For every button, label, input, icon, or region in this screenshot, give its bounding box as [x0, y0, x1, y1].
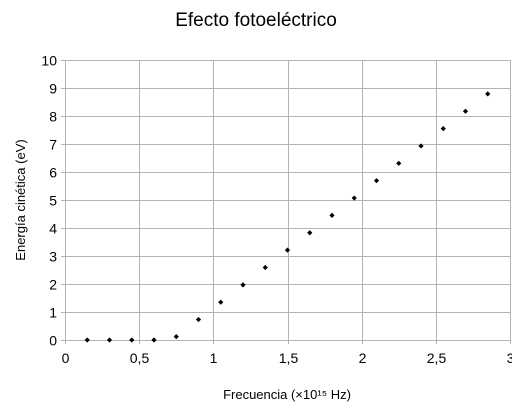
- y-tick-label: 5: [49, 193, 57, 209]
- data-point: [129, 337, 135, 343]
- chart-title: Efecto fotoeléctrico: [175, 10, 337, 31]
- data-point: [396, 160, 402, 166]
- grid: [65, 60, 511, 341]
- y-tick-label: 1: [49, 305, 57, 321]
- data-point: [151, 337, 157, 343]
- axes: [61, 60, 511, 344]
- y-tick-label: 0: [49, 333, 57, 349]
- data-point: [262, 264, 268, 271]
- y-tick-label: 2: [49, 277, 57, 293]
- data-point: [329, 212, 335, 218]
- y-tick-label: 7: [49, 137, 57, 153]
- data-point: [351, 195, 357, 201]
- data-point: [284, 247, 291, 253]
- data-point: [240, 282, 246, 288]
- data-point: [173, 334, 179, 340]
- y-tick-label: 4: [49, 221, 57, 237]
- data-point: [373, 178, 380, 184]
- data-point: [307, 230, 313, 236]
- data-point: [418, 143, 424, 149]
- x-tick-label: 1,5: [279, 350, 299, 366]
- y-axis-label: Energía cinética (eV): [13, 139, 28, 260]
- x-tick-label: 3: [507, 350, 512, 366]
- data-point: [485, 91, 491, 97]
- data-points: [84, 91, 491, 343]
- data-point: [440, 126, 446, 132]
- data-point: [462, 108, 469, 114]
- data-point: [195, 316, 202, 323]
- data-point: [84, 337, 90, 343]
- tick-labels: 0 1 2 3 4 5 6 7 8 9 10 0 0,5 1 1,5 2 2,5 3: [41, 53, 512, 367]
- data-point: [106, 337, 113, 343]
- x-tick-label: 0: [62, 350, 70, 366]
- data-point: [218, 299, 224, 305]
- y-tick-label: 9: [49, 81, 57, 97]
- x-tick-label: 0,5: [130, 350, 150, 366]
- y-tick-label: 8: [49, 109, 57, 125]
- x-tick-label: 2,5: [427, 350, 447, 366]
- x-tick-label: 2: [359, 350, 367, 366]
- y-tick-label: 6: [49, 165, 57, 181]
- y-tick-label: 10: [41, 53, 57, 69]
- x-tick-label: 1: [210, 350, 218, 366]
- y-tick-label: 3: [49, 249, 57, 265]
- x-axis-label: Frecuencia (×10¹⁵ Hz): [223, 387, 351, 402]
